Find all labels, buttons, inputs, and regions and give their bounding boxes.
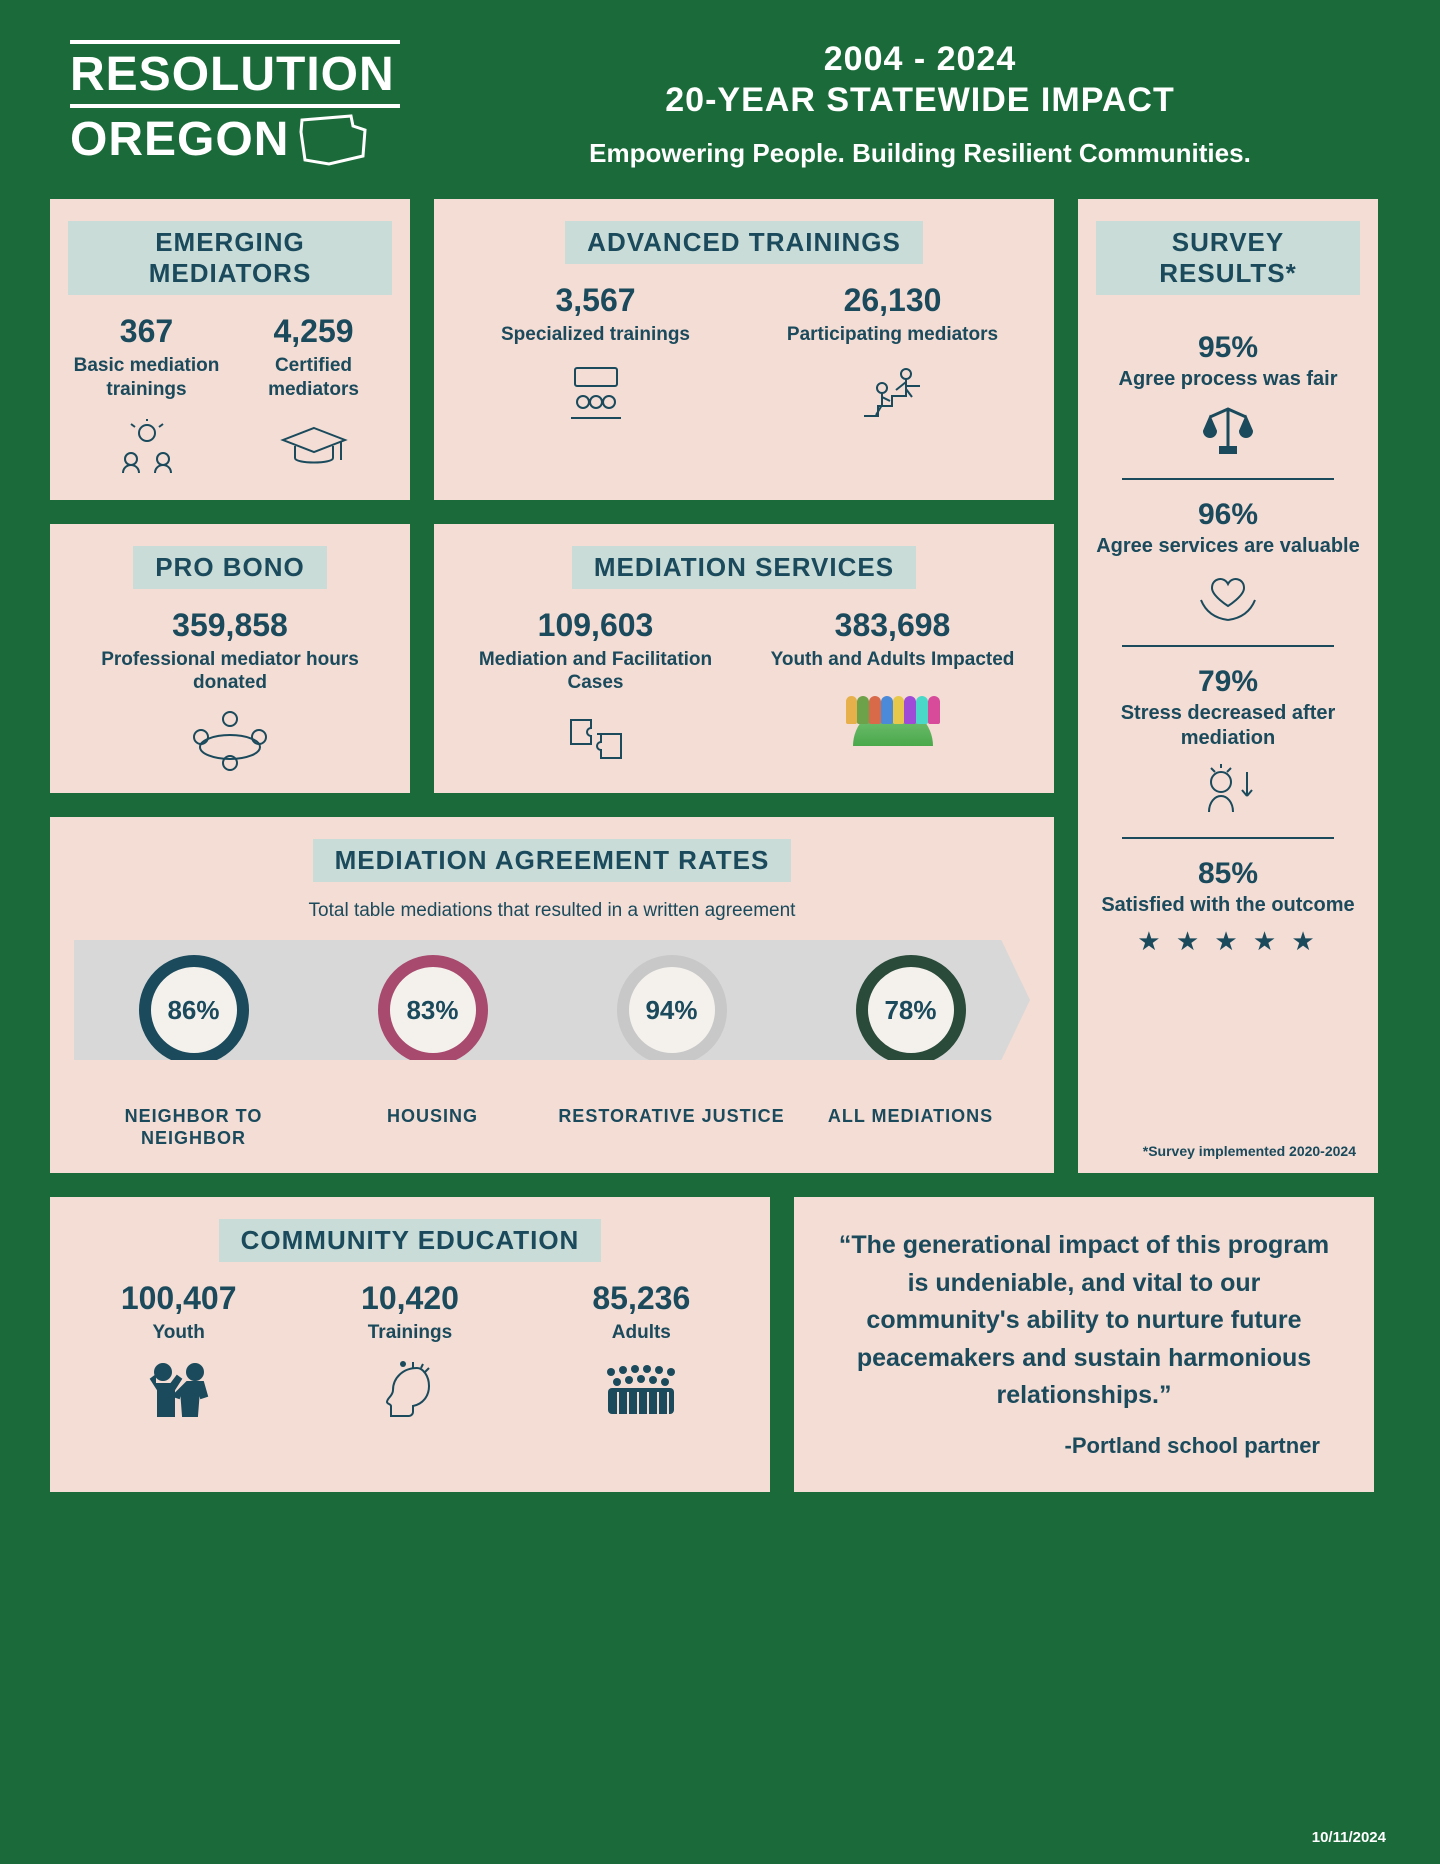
puzzle-pieces-icon <box>452 705 739 775</box>
rate-pin: 78% <box>856 955 966 1085</box>
person-icon <box>916 696 928 724</box>
card-title: COMMUNITY EDUCATION <box>219 1219 602 1262</box>
card-agreement-rates: MEDIATION AGREEMENT RATES Total table me… <box>50 817 1054 1173</box>
header-impact: 20-YEAR STATEWIDE IMPACT <box>460 81 1380 120</box>
stat-number: 10,420 <box>299 1280 520 1317</box>
stat-number: 3,567 <box>452 282 739 319</box>
person-icon <box>846 696 858 724</box>
rate-pin: 83% <box>378 955 488 1085</box>
rate-percent: 83% <box>378 955 488 1065</box>
meeting-table-icon <box>68 705 392 775</box>
rate-label: ALL MEDIATIONS <box>796 1106 1025 1149</box>
stat-number: 359,858 <box>68 607 392 644</box>
survey-percent: 96% <box>1096 498 1360 532</box>
stat-label: Youth and Adults Impacted <box>749 648 1036 672</box>
card-title: PRO BONO <box>133 546 327 589</box>
rate-pin: 94% <box>617 955 727 1085</box>
head-ideas-icon <box>299 1355 520 1425</box>
stat-number: 367 <box>68 313 225 350</box>
survey-percent: 95% <box>1096 331 1360 365</box>
rate-pin: 86% <box>139 955 249 1085</box>
children-icon <box>68 1355 289 1425</box>
person-icon <box>928 696 940 724</box>
stat-label: Youth <box>68 1321 289 1345</box>
survey-label: Stress decreased after mediation <box>1096 701 1360 751</box>
survey-percent: 79% <box>1096 665 1360 699</box>
crowd-icon <box>531 1355 752 1425</box>
five-stars-icon: ★ ★ ★ ★ ★ <box>1096 926 1360 957</box>
rate-percent: 94% <box>617 955 727 1065</box>
card-mediation-services: MEDIATION SERVICES 109,603 Mediation and… <box>434 524 1054 794</box>
oregon-state-icon <box>299 112 369 167</box>
presentation-audience-icon <box>452 357 739 427</box>
stat-label: Mediation and Facilitation Cases <box>452 648 739 696</box>
hands-heart-icon <box>1096 567 1360 627</box>
stat-number: 85,236 <box>531 1280 752 1317</box>
stat-label: Adults <box>531 1321 752 1345</box>
stat-label: Specialized trainings <box>452 323 739 347</box>
stat-number: 26,130 <box>749 282 1036 319</box>
card-title: MEDIATION AGREEMENT RATES <box>313 839 792 882</box>
person-icon <box>881 696 893 724</box>
rate-percent: 78% <box>856 955 966 1065</box>
stat-number: 100,407 <box>68 1280 289 1317</box>
card-title: MEDIATION SERVICES <box>572 546 916 589</box>
person-icon <box>893 696 905 724</box>
card-survey-results: SURVEY RESULTS* 95% Agree process was fa… <box>1078 199 1378 1173</box>
survey-label: Agree services are valuable <box>1096 534 1360 559</box>
person-icon <box>869 696 881 724</box>
logo-line2: OREGON <box>70 115 289 165</box>
header-years: 2004 - 2024 <box>460 40 1380 79</box>
logo-line1: RESOLUTION <box>70 50 400 100</box>
people-globe-icon <box>749 681 1036 751</box>
card-title: EMERGING MEDIATORS <box>68 221 392 295</box>
person-icon <box>904 696 916 724</box>
stress-down-icon <box>1096 759 1360 819</box>
survey-label: Agree process was fair <box>1096 367 1360 392</box>
card-title: SURVEY RESULTS* <box>1096 221 1360 295</box>
rate-label: NEIGHBOR TO NEIGHBOR <box>79 1106 308 1149</box>
stat-label: Participating mediators <box>749 323 1036 347</box>
graduation-cap-icon <box>235 412 392 482</box>
survey-percent: 85% <box>1096 857 1360 891</box>
rates-track: 86%83%94%78% <box>74 940 1030 1060</box>
stat-label: Professional mediator hours donated <box>68 648 392 696</box>
stat-number: 383,698 <box>749 607 1036 644</box>
quote-attribution: -Portland school partner <box>828 1429 1340 1462</box>
survey-footnote: *Survey implemented 2020-2024 <box>1096 1143 1360 1159</box>
lightbulb-people-icon <box>68 412 225 482</box>
card-pro-bono: PRO BONO 359,858 Professional mediator h… <box>50 524 410 794</box>
stat-number: 4,259 <box>235 313 392 350</box>
quote-text: “The generational impact of this program… <box>828 1227 1340 1415</box>
stat-number: 109,603 <box>452 607 739 644</box>
rate-percent: 86% <box>139 955 249 1065</box>
stat-label: Trainings <box>299 1321 520 1345</box>
person-icon <box>857 696 869 724</box>
card-title: ADVANCED TRAININGS <box>565 221 923 264</box>
header: RESOLUTION OREGON 2004 - 2024 20-YEAR ST… <box>50 40 1390 199</box>
logo: RESOLUTION OREGON <box>70 40 400 167</box>
survey-label: Satisfied with the outcome <box>1096 893 1360 918</box>
card-advanced-trainings: ADVANCED TRAININGS 3,567 Specialized tra… <box>434 199 1054 500</box>
justice-scale-icon <box>1096 400 1360 460</box>
card-emerging-mediators: EMERGING MEDIATORS 367 Basic mediation t… <box>50 199 410 500</box>
header-tagline: Empowering People. Building Resilient Co… <box>460 138 1380 169</box>
rates-subtitle: Total table mediations that resulted in … <box>74 900 1030 922</box>
card-quote: “The generational impact of this program… <box>794 1197 1374 1492</box>
helping-climb-icon <box>749 357 1036 427</box>
rate-label: RESTORATIVE JUSTICE <box>557 1106 786 1149</box>
stat-label: Basic mediation trainings <box>68 354 225 402</box>
stat-label: Certified mediators <box>235 354 392 402</box>
rate-label: HOUSING <box>318 1106 547 1149</box>
footer-date: 10/11/2024 <box>1312 1829 1386 1846</box>
card-community-education: COMMUNITY EDUCATION 100,407 Youth 10,420… <box>50 1197 770 1492</box>
